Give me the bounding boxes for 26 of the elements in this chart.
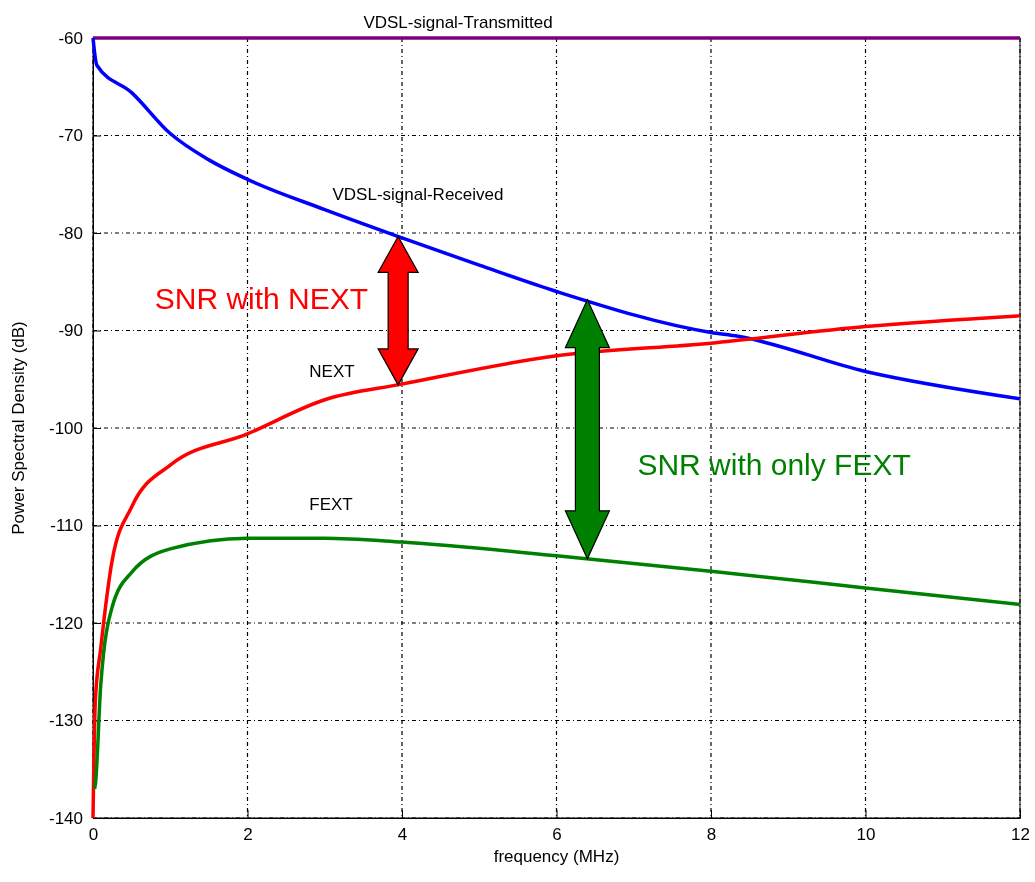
- y-axis-title: Power Spectral Density (dB): [9, 321, 28, 535]
- line-series: [91, 36, 1022, 401]
- series-label: VDSL-signal-Received: [332, 185, 504, 205]
- x-axis-title: frequency (MHz): [493, 847, 620, 866]
- x-tick-label: 4: [397, 825, 408, 845]
- y-tick-label: -140: [48, 808, 83, 828]
- series-label: VDSL-signal-Transmitted: [363, 13, 553, 32]
- y-tick-label: -120: [48, 613, 83, 633]
- x-tick-label: 2: [243, 825, 253, 845]
- x-tick-label: 12: [1011, 825, 1030, 845]
- x-tick-label: 8: [706, 825, 717, 845]
- y-tick-label: -110: [50, 516, 83, 536]
- x-tick-label: 10: [856, 825, 876, 845]
- annotation: SNR with only FEXT: [637, 447, 911, 481]
- series-label: NEXT: [309, 361, 355, 381]
- series-label: FEXT: [309, 495, 353, 515]
- y-tick-label: -130: [48, 711, 83, 731]
- line-series: [92, 536, 1022, 791]
- y-tick-label: -70: [58, 126, 83, 146]
- x-tick-label: 0: [88, 825, 99, 845]
- y-tick-label: -80: [58, 223, 83, 243]
- annotation: SNR with NEXT: [154, 282, 369, 316]
- x-tick-label: 6: [552, 825, 562, 845]
- y-tick-label: -60: [58, 28, 83, 48]
- y-tick-label: -90: [58, 321, 83, 341]
- y-tick-label: -100: [48, 418, 83, 438]
